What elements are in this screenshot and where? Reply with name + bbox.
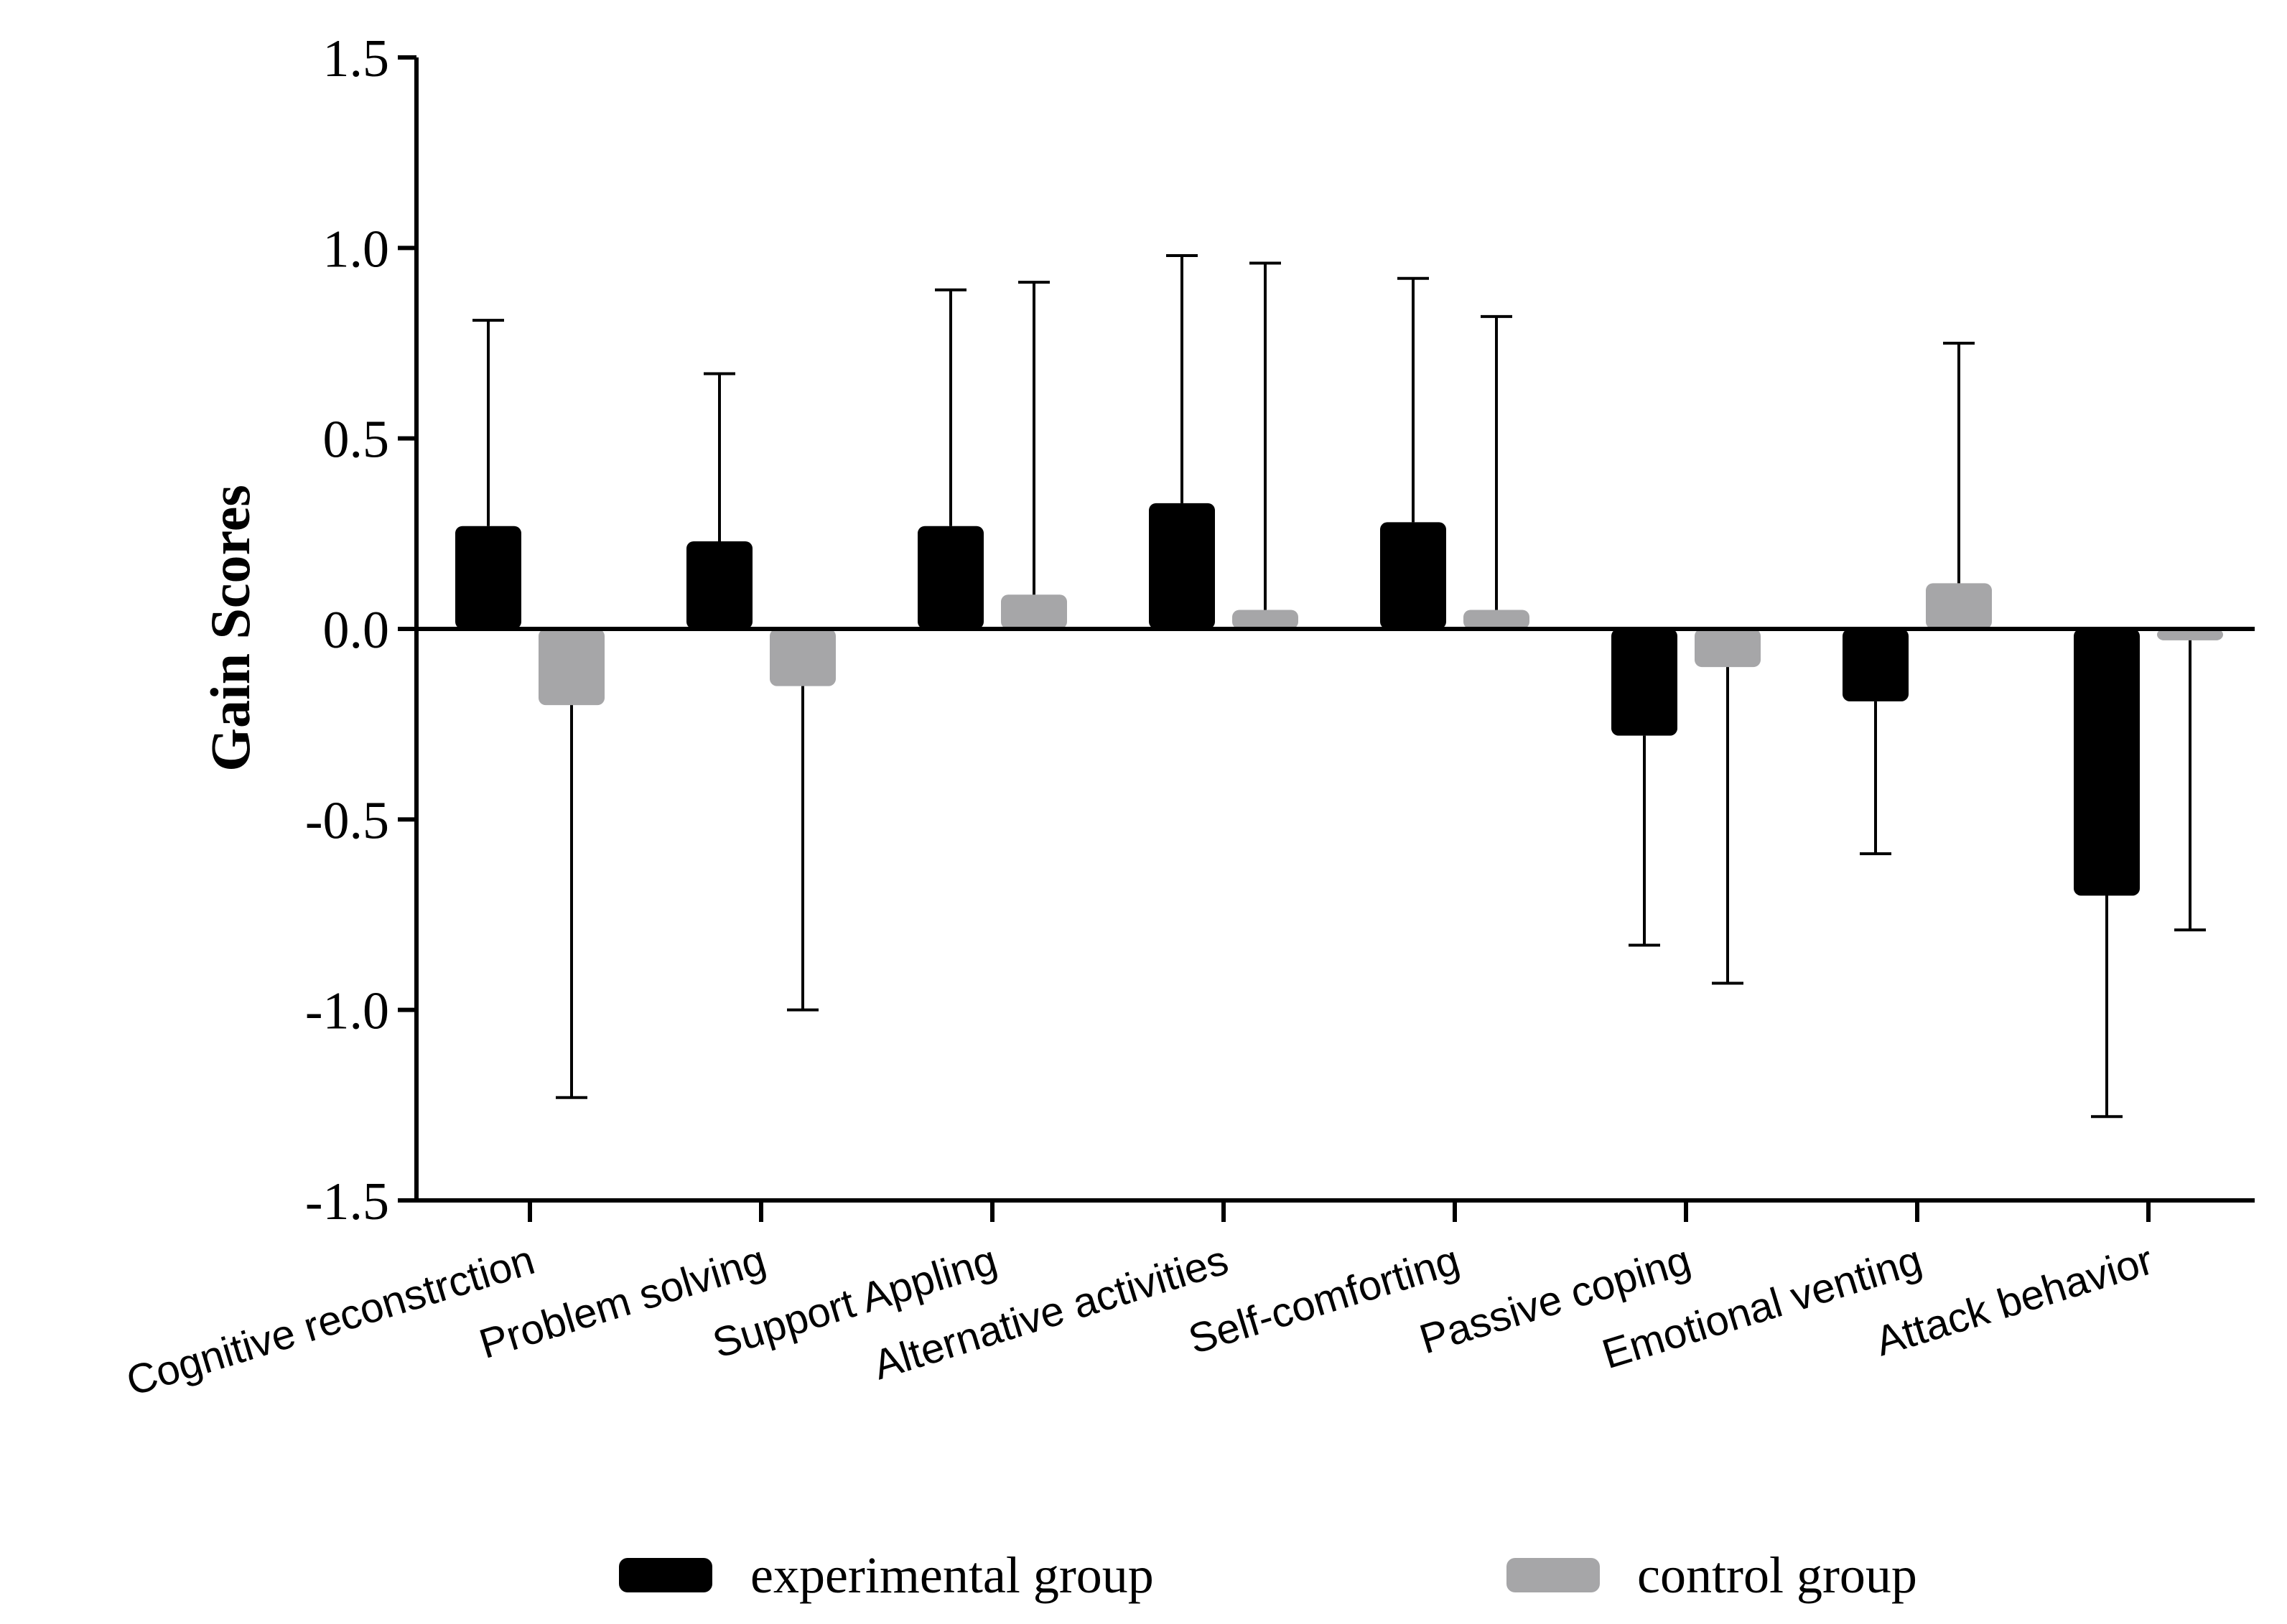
error-bars [472, 253, 2206, 1119]
bar-experimental-4 [1380, 522, 1446, 629]
bar-experimental-0 [455, 526, 521, 629]
plot-area [455, 503, 2223, 896]
y-tick-label: -1.0 [305, 982, 389, 1041]
bar-experimental-2 [918, 526, 984, 629]
bar-control-4 [1463, 610, 1529, 629]
bar-control-7 [2157, 629, 2223, 640]
bar-experimental-5 [1611, 629, 1677, 736]
legend-label-experimental: experimental group [750, 1546, 1154, 1604]
y-tick-label: -0.5 [305, 791, 389, 850]
bar-control-0 [539, 629, 605, 706]
bar-experimental-1 [686, 541, 753, 629]
y-tick-label: 1.0 [323, 220, 390, 279]
bar-control-1 [770, 629, 836, 686]
bar-experimental-3 [1149, 503, 1215, 629]
legend-swatch-control [1506, 1558, 1600, 1592]
y-axis-label: Gain Scores [199, 485, 261, 771]
y-tick-label: 1.5 [323, 29, 390, 88]
bar-control-5 [1695, 629, 1761, 668]
legend-label-control: control group [1637, 1546, 1917, 1604]
legend-swatch-experimental [619, 1558, 712, 1592]
x-tick-label: Cognitive reconstrction [121, 1236, 540, 1405]
bar-control-3 [1232, 610, 1298, 629]
bar-experimental-6 [1843, 629, 1909, 701]
bar-control-2 [1001, 594, 1067, 629]
y-tick-label: 0.0 [323, 601, 390, 660]
bar-control-6 [1926, 583, 1992, 629]
y-tick-label: 0.5 [323, 411, 390, 470]
y-tick-label: -1.5 [305, 1172, 389, 1231]
legend: experimental group control group [619, 1546, 1917, 1604]
bar-experimental-7 [2074, 629, 2140, 896]
